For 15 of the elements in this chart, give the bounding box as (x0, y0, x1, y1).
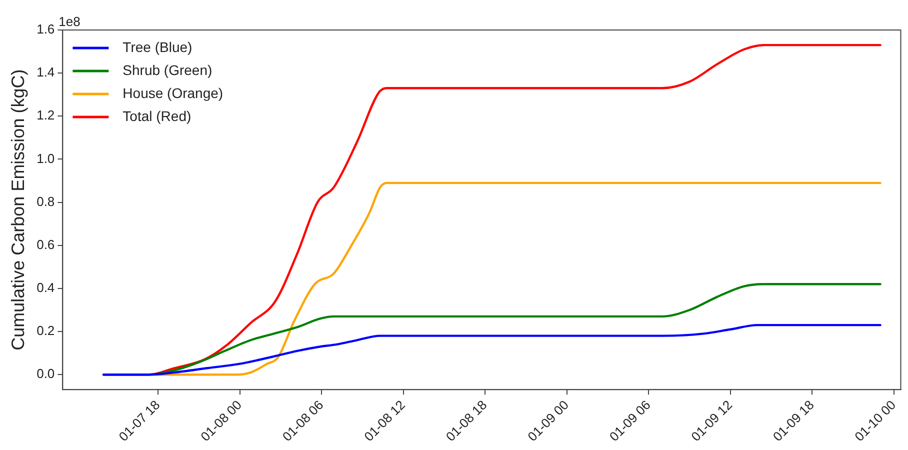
y-tick-label: 1.4 (36, 64, 55, 80)
legend-label: Tree (Blue) (122, 38, 192, 55)
legend-label: Total (Red) (122, 108, 192, 124)
y-tick-label: 0.4 (36, 280, 55, 296)
y-tick-label: 1.6 (36, 22, 55, 37)
legend-label: Shrub (Green) (122, 62, 212, 78)
legend-label: House (Orange) (122, 84, 224, 101)
y-tick-label: 1.0 (36, 150, 55, 166)
text: 1e8 (58, 14, 80, 30)
y-tick-label: 0.8 (36, 194, 55, 209)
y-axis-title: Cumulative Carbon Emission (kgC) (8, 69, 28, 350)
y-tick-label: 0.6 (36, 236, 55, 252)
y-tick-label: 0.0 (36, 366, 55, 382)
y-tick-label: 1.2 (36, 108, 55, 123)
y-tick-label: 0.2 (36, 323, 55, 338)
